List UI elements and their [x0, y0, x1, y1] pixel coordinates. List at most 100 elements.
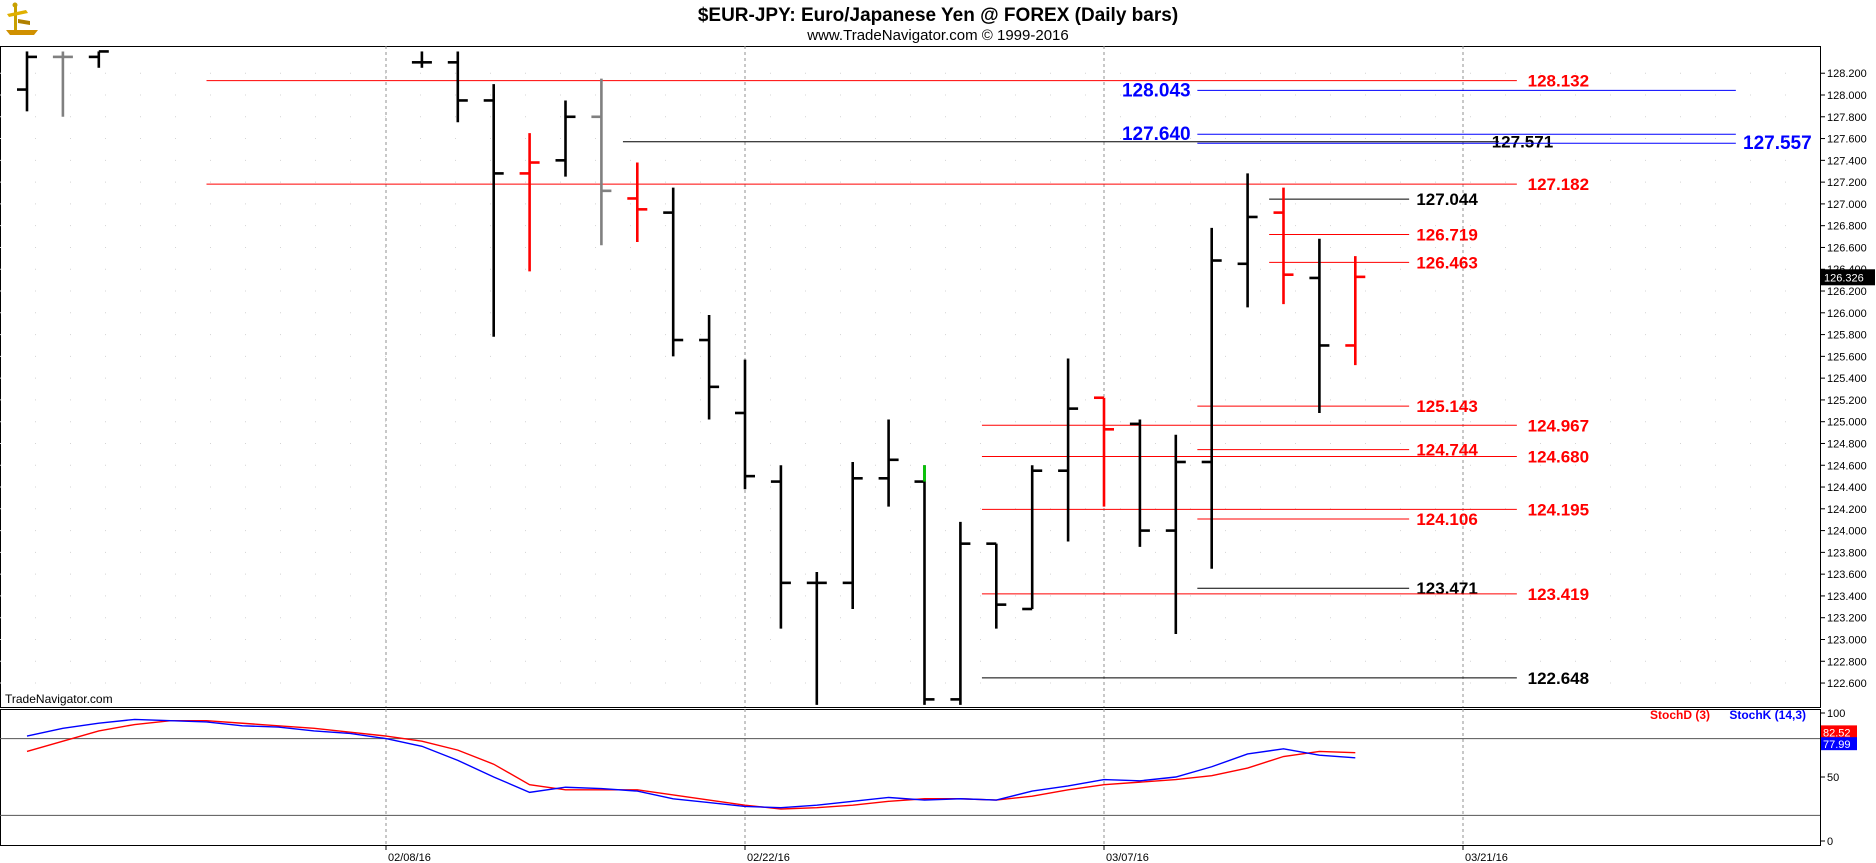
- y-tick-label: 122.600: [1827, 678, 1867, 690]
- y-tick-label: 124.200: [1827, 504, 1867, 516]
- price-bar: [878, 419, 899, 507]
- stoch-value-tag: [1821, 725, 1857, 739]
- y-tick-label: 125.000: [1827, 417, 1867, 429]
- y-tick-label: 123.000: [1827, 634, 1867, 646]
- stoch-axis: 0 50 100: [1820, 708, 1845, 848]
- y-tick-label: 125.600: [1827, 351, 1867, 363]
- legend-stochk: StochK (14,3): [1729, 708, 1806, 722]
- y-tick-label: 126.000: [1827, 308, 1867, 320]
- date-axis: 02/08/16 02/22/16 03/07/16 03/21/16: [385, 845, 1508, 863]
- stoch-tick-label: 0: [1827, 836, 1833, 848]
- y-tick-label: 127.800: [1827, 112, 1867, 124]
- price-bar: [519, 133, 540, 272]
- level-label: 124.744: [1416, 441, 1478, 460]
- stoch-series-line: [26, 719, 1356, 810]
- level-label: 126.463: [1416, 253, 1477, 272]
- stoch-value-label: 77.99: [1823, 739, 1851, 751]
- y-tick-label: 124.000: [1827, 526, 1867, 538]
- price-bar: [914, 465, 935, 705]
- chart-title: $EUR-JPY: Euro/Japanese Yen @ FOREX (Dai…: [698, 5, 1178, 26]
- level-label: 123.419: [1528, 585, 1589, 604]
- stoch-tick-label: 50: [1827, 772, 1839, 784]
- x-tick-label: 02/08/16: [388, 852, 431, 863]
- price-bar: [1058, 358, 1079, 542]
- price-bar: [950, 521, 971, 705]
- price-bar: [1165, 434, 1186, 635]
- price-bar: [842, 461, 863, 609]
- level-label: 124.106: [1416, 510, 1477, 529]
- y-tick-label: 123.600: [1827, 569, 1867, 581]
- grid: [0, 46, 1820, 845]
- price-bar: [699, 314, 720, 420]
- y-tick-label: 123.800: [1827, 547, 1867, 559]
- level-label: 122.648: [1528, 669, 1589, 688]
- level-label: 127.044: [1416, 190, 1478, 209]
- price-bar: [591, 78, 612, 246]
- price-bar: [770, 465, 791, 629]
- level-label: 124.195: [1528, 500, 1589, 519]
- level-label: 128.132: [1528, 72, 1589, 91]
- y-tick-label: 126.600: [1827, 242, 1867, 254]
- y-tick-label: 124.800: [1827, 438, 1867, 450]
- price-bar: [447, 51, 468, 123]
- y-tick-label: 128.000: [1827, 90, 1867, 102]
- price-bar: [1273, 187, 1294, 305]
- level-label: 123.471: [1416, 579, 1477, 598]
- x-tick-label: 02/22/16: [747, 852, 790, 863]
- y-tick-label: 124.600: [1827, 460, 1867, 472]
- level-label: 126.719: [1416, 225, 1477, 244]
- y-tick-label: 125.800: [1827, 330, 1867, 342]
- y-tick-label: 122.800: [1827, 656, 1867, 668]
- price-bar: [986, 542, 1007, 629]
- y-tick-label: 123.400: [1827, 591, 1867, 603]
- y-tick-label: 126.800: [1827, 221, 1867, 233]
- level-label: 125.143: [1416, 397, 1477, 416]
- y-tick-label: 127.000: [1827, 199, 1867, 211]
- y-tick-label: 124.400: [1827, 482, 1867, 494]
- y-tick-label: 127.200: [1827, 177, 1867, 189]
- level-label: 127.571: [1492, 133, 1553, 152]
- y-tick-label: 126.200: [1827, 286, 1867, 298]
- y-tick-label: 127.600: [1827, 134, 1867, 146]
- stoch-value-label: 82.52: [1823, 727, 1851, 739]
- level-label: 127.557: [1743, 133, 1812, 154]
- chart-subtitle: www.TradeNavigator.com © 1999-2016: [806, 27, 1068, 44]
- stoch-panel-frame: [0, 709, 1821, 846]
- stoch-legend: StochD (3) StochK (14,3): [1650, 708, 1806, 722]
- price-bar: [663, 187, 684, 357]
- price-bar: [17, 51, 37, 112]
- price-bar: [1309, 238, 1330, 413]
- level-label: 124.967: [1528, 416, 1589, 435]
- y-tick-label: 125.200: [1827, 395, 1867, 407]
- stoch-tick-label: 100: [1827, 708, 1845, 720]
- price-bar: [1201, 227, 1222, 569]
- y-tick-label: 128.200: [1827, 68, 1867, 80]
- level-label: 127.640: [1122, 124, 1191, 145]
- price-bar: [52, 51, 73, 117]
- last-price-label: 126.326: [1824, 272, 1864, 284]
- price-bar: [555, 100, 576, 177]
- y-tick-label: 123.200: [1827, 613, 1867, 625]
- price-panel-frame: [0, 46, 1821, 708]
- price-bar: [1237, 173, 1258, 308]
- stoch-value-tag: [1821, 737, 1857, 751]
- level-label: 124.680: [1528, 448, 1589, 467]
- price-bar: [411, 51, 432, 68]
- level-label: 127.182: [1528, 175, 1589, 194]
- level-lines: 128.132 128.043 127.640 127.571 127.557 127.1…: [206, 72, 1812, 688]
- x-tick-label: 03/07/16: [1106, 852, 1149, 863]
- price-bar: [88, 50, 109, 68]
- price-bar: [1345, 256, 1366, 366]
- y-tick-label: 125.400: [1827, 373, 1867, 385]
- price-bars: [17, 50, 1366, 705]
- price-bar: [1094, 396, 1114, 507]
- y-tick-label: 127.400: [1827, 155, 1867, 167]
- price-bar: [1022, 465, 1043, 611]
- price-bar: [1129, 419, 1150, 547]
- price-bar: [483, 84, 504, 337]
- price-bar: [627, 162, 648, 243]
- stoch-series-line: [26, 718, 1356, 809]
- level-label: 128.043: [1122, 80, 1191, 101]
- last-price-tag: [1821, 269, 1875, 286]
